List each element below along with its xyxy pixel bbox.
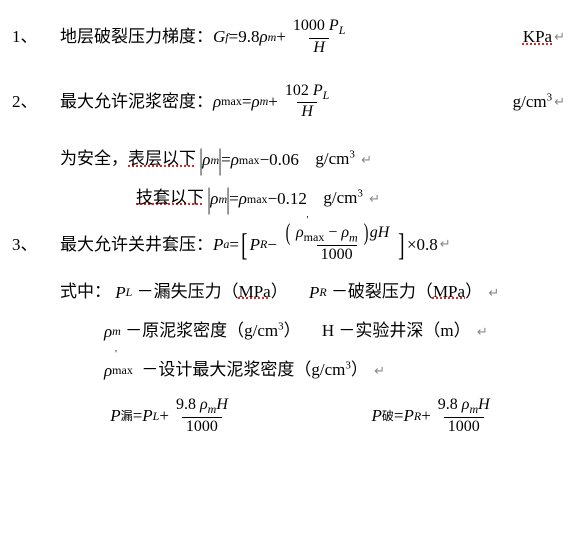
item-3: 3、 最大允许关井套压： Pa = [ PR − ( ρ'max − ρm )g… (12, 225, 565, 264)
eq-pbreak: P破 = PR + 9.8 ρmH 1000 (371, 397, 496, 436)
eq-pleak: P漏 = PL + 9.8 ρmH 1000 (110, 397, 235, 436)
num-3: 3、 (12, 233, 60, 257)
label-2: 最大允许泥浆密度： (60, 90, 213, 114)
item-2: 2、 最大允许泥浆密度： ρmax = ρm + 102 PL H g/cm3 … (12, 83, 565, 122)
safety-tech: 技套以下 |ρm| = ρmax − 0.12 g/cm3 ↵ (136, 186, 565, 211)
bottom-eqs: P漏 = PL + 9.8 ρmH 1000 P破 = PR + 9.8 ρmH… (42, 397, 565, 436)
safety-surface: 为安全，表层以下 |ρm| = ρmax − 0.06 g/cm3 ↵ (60, 147, 565, 172)
item-1: 1、 地层破裂压力梯度： Gf = 9.8 ρm + 1000 PL H KPa… (12, 18, 565, 57)
label-3: 最大允许关井套压： (60, 233, 213, 257)
where-line2: ρm －原泥浆密度（g/cm3） H －实验井深（m） ↵ (84, 319, 565, 344)
return-glyph: ↵ (554, 28, 565, 46)
where-line1: 式中： PL －漏失压力（MPa） PR －破裂压力（MPa） ↵ (60, 280, 565, 305)
eq-pa: Pa = [ PR − ( ρ'max − ρm )gH 1000 ] × 0.… (213, 225, 438, 264)
num-1: 1、 (12, 25, 60, 49)
num-2: 2、 (12, 90, 60, 114)
unit-kpa: KPa (523, 25, 552, 49)
label-1: 地层破裂压力梯度： (60, 25, 213, 49)
eq-gf: Gf = 9.8 ρm + 1000 PL H (213, 18, 352, 57)
eq-rhomax: ρmax = ρm + 102 PL H (213, 83, 336, 122)
unit-gcm3-1: g/cm3 (513, 90, 553, 114)
where-line3: ρ'max －设计最大泥浆密度（g/cm3） ↵ (84, 358, 565, 383)
